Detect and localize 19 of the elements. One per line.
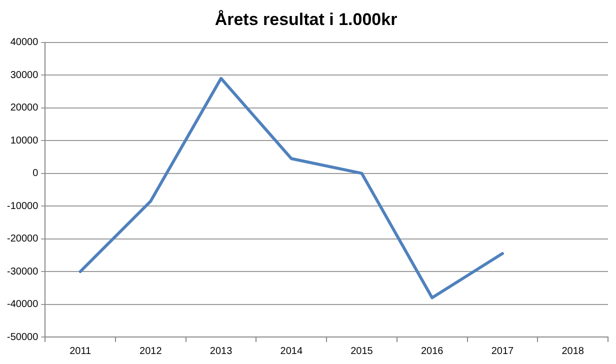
x-tick-label: 2018 [562,346,584,357]
x-tick-label: 2014 [280,346,303,357]
chart-title: Årets resultat i 1.000kr [214,10,398,29]
x-tick-label: 2013 [210,346,233,357]
y-tick-label: -40000 [6,299,39,310]
y-tick-label: 30000 [10,70,39,81]
y-tick-label: -30000 [6,266,39,278]
y-tick-label: -10000 [6,200,39,212]
y-tick-label: 40000 [10,37,39,48]
x-tick-label: 2016 [420,346,444,357]
y-tick-label: 20000 [10,102,39,114]
x-tick-label: 2017 [491,346,514,357]
y-tick-label: 0 [32,168,39,180]
x-tick-label: 2015 [350,346,374,357]
y-tick-label: -20000 [6,234,39,245]
y-tick-label: -50000 [6,332,39,343]
y-tick-label: 10000 [10,135,39,146]
x-tick-label: 2011 [70,346,92,357]
x-tick-label: 2012 [140,346,162,357]
